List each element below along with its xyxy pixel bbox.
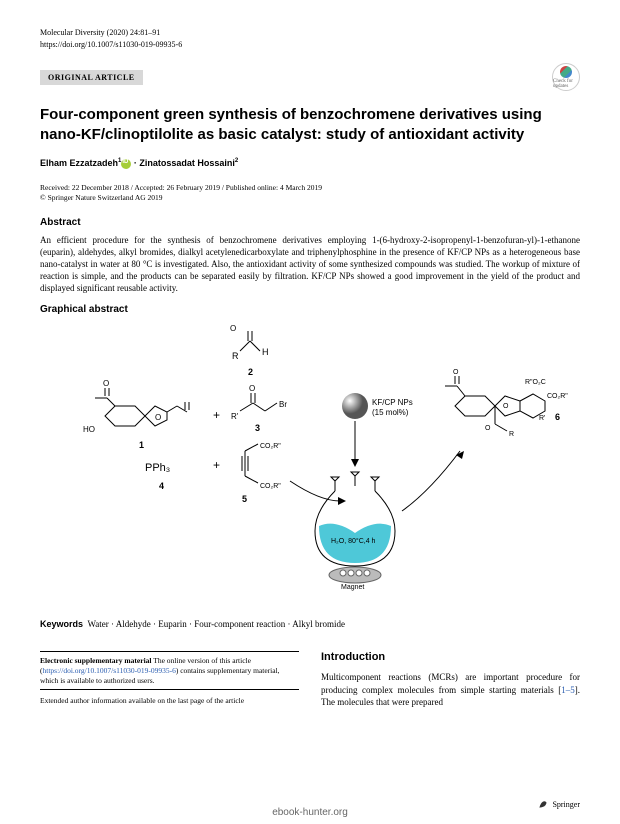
supp-heading: Electronic supplementary material bbox=[40, 656, 152, 665]
svg-text:CO₂R": CO₂R" bbox=[260, 443, 281, 450]
article-title: Four-component green synthesis of benzoc… bbox=[40, 105, 580, 144]
copyright-line: © Springer Nature Switzerland AG 2019 bbox=[40, 193, 580, 203]
right-column: Introduction Multicomponent reactions (M… bbox=[321, 651, 580, 708]
svg-text:4: 4 bbox=[159, 481, 164, 491]
svg-text:KF/CP NPs: KF/CP NPs bbox=[372, 398, 413, 407]
bottom-columns: Electronic supplementary material The on… bbox=[40, 651, 580, 708]
svg-text:O: O bbox=[155, 413, 161, 422]
svg-text:O: O bbox=[503, 403, 509, 410]
author-2-affil: 2 bbox=[235, 158, 238, 164]
svg-text:O: O bbox=[103, 379, 109, 388]
graphical-abstract: H R O 2 HO O O 1 O R' Br 3 + + bbox=[40, 321, 580, 611]
abstract-heading: Abstract bbox=[40, 217, 580, 228]
svg-text:+: + bbox=[213, 458, 220, 472]
svg-text:H₂O, 80°C,4 h: H₂O, 80°C,4 h bbox=[331, 537, 376, 545]
intro-refs-link[interactable]: 1–5 bbox=[561, 685, 575, 695]
svg-text:R': R' bbox=[539, 415, 545, 422]
watermark-text: ebook-hunter.org bbox=[0, 807, 620, 818]
svg-text:O: O bbox=[230, 324, 236, 333]
crossmark-badge[interactable]: Check for updates bbox=[552, 63, 580, 91]
extended-author-note: Extended author information available on… bbox=[40, 696, 299, 706]
introduction-heading: Introduction bbox=[321, 651, 580, 663]
svg-text:6: 6 bbox=[555, 412, 560, 422]
crossmark-icon bbox=[560, 66, 572, 78]
author-2: Zinatossadat Hossaini bbox=[139, 158, 235, 168]
graphical-abstract-heading: Graphical abstract bbox=[40, 304, 580, 315]
svg-text:+: + bbox=[213, 408, 220, 422]
svg-text:O: O bbox=[453, 369, 459, 376]
svg-text:(15 mol%): (15 mol%) bbox=[372, 408, 409, 417]
introduction-body: Multicomponent reactions (MCRs) are impo… bbox=[321, 671, 580, 708]
svg-text:HO: HO bbox=[83, 425, 95, 434]
svg-text:CO₂R": CO₂R" bbox=[260, 483, 281, 490]
abstract-body: An efficient procedure for the synthesis… bbox=[40, 234, 580, 295]
svg-text:Br: Br bbox=[279, 400, 287, 409]
article-type-badge: ORIGINAL ARTICLE bbox=[40, 70, 143, 85]
svg-text:2: 2 bbox=[248, 367, 253, 377]
intro-text-1: Multicomponent reactions (MCRs) are impo… bbox=[321, 672, 580, 694]
svg-text:O: O bbox=[485, 425, 491, 432]
left-column: Electronic supplementary material The on… bbox=[40, 651, 299, 708]
author-1: Elham Ezzatzadeh bbox=[40, 158, 118, 168]
svg-text:R"O₂C: R"O₂C bbox=[525, 379, 546, 386]
keywords-label: Keywords bbox=[40, 619, 83, 629]
svg-text:H: H bbox=[262, 347, 269, 357]
svg-text:1: 1 bbox=[139, 440, 144, 450]
journal-citation: Molecular Diversity (2020) 24:81–91 bbox=[40, 28, 580, 38]
keywords-text: Water · Aldehyde · Euparin · Four-compon… bbox=[88, 619, 346, 629]
svg-text:R': R' bbox=[231, 412, 239, 421]
doi-link[interactable]: https://doi.org/10.1007/s11030-019-09935… bbox=[40, 40, 580, 49]
supplementary-box: Electronic supplementary material The on… bbox=[40, 651, 299, 690]
author-list: Elham Ezzatzadeh1 · Zinatossadat Hossain… bbox=[40, 158, 580, 169]
svg-text:Magnet: Magnet bbox=[341, 584, 364, 591]
svg-text:R: R bbox=[509, 431, 514, 438]
svg-text:CO₂R": CO₂R" bbox=[547, 393, 568, 400]
crossmark-label: Check for updates bbox=[553, 79, 579, 89]
svg-text:5: 5 bbox=[242, 494, 247, 504]
supp-doi-link[interactable]: https://doi.org/10.1007/s11030-019-09935… bbox=[43, 666, 176, 675]
svg-text:R: R bbox=[232, 351, 239, 361]
orcid-icon[interactable] bbox=[121, 159, 131, 169]
publication-dates: Received: 22 December 2018 / Accepted: 2… bbox=[40, 183, 580, 203]
keywords-section: Keywords Water · Aldehyde · Euparin · Fo… bbox=[40, 619, 580, 629]
badge-row: ORIGINAL ARTICLE Check for updates bbox=[40, 63, 580, 91]
svg-text:PPh₃: PPh₃ bbox=[145, 462, 170, 474]
svg-text:3: 3 bbox=[255, 423, 260, 433]
dates-line: Received: 22 December 2018 / Accepted: 2… bbox=[40, 183, 580, 193]
svg-text:O: O bbox=[249, 384, 255, 393]
reaction-scheme-svg: H R O 2 HO O O 1 O R' Br 3 + + bbox=[40, 321, 580, 611]
